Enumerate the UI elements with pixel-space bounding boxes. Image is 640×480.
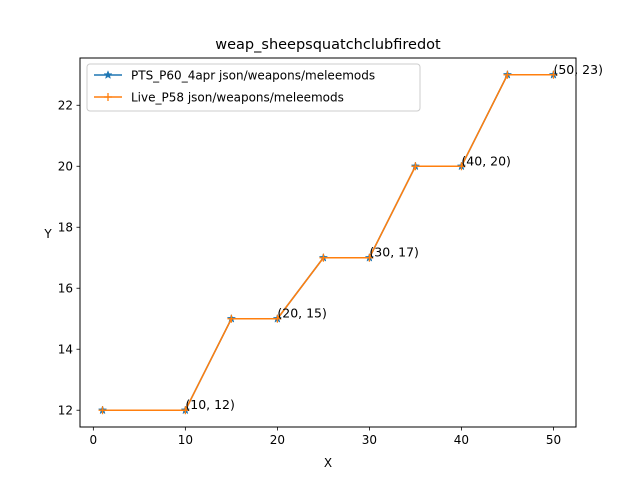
x-tick-label: 20 (270, 433, 285, 447)
series-line (102, 74, 554, 411)
data-point (549, 70, 558, 79)
data-point (503, 70, 512, 79)
x-tick-label: 40 (454, 433, 469, 447)
point-annotation: (50, 23) (553, 62, 603, 77)
annotations: (10, 12) (20, 15) (30, 17) (40, 20) (50, 23) (185, 62, 603, 412)
y-tick-label: 22 (58, 99, 73, 113)
series-1 (98, 70, 558, 415)
data-point (457, 162, 466, 171)
data-point (365, 253, 374, 262)
data-point (181, 406, 190, 415)
legend-marker (104, 93, 112, 101)
y-tick-label: 14 (58, 343, 73, 357)
chart-title: weap_sheepsquatchclubfiredot (215, 37, 441, 53)
point-annotation: (20, 15) (277, 306, 327, 321)
legend-plus-marker (104, 93, 112, 101)
x-tick-label: 30 (362, 433, 377, 447)
x-axis: 0 10 20 30 40 50 (90, 427, 561, 447)
y-axis: 12 14 16 18 20 22 (58, 99, 80, 418)
legend: PTS_P60_4apr json/weapons/meleemods Live… (86, 63, 421, 112)
data-point (319, 253, 328, 262)
x-tick-label: 10 (178, 433, 193, 447)
legend-star-marker (103, 70, 113, 79)
series-layer (97, 69, 559, 415)
legend-box (86, 63, 421, 112)
y-tick-label: 20 (58, 160, 73, 174)
legend-label-live: Live_P58 json/weapons/meleemods (131, 91, 344, 105)
axes-frame (79, 57, 577, 428)
data-point (227, 314, 236, 323)
y-tick-label: 18 (58, 221, 73, 235)
x-tick-label: 50 (546, 433, 561, 447)
series-line (102, 74, 554, 411)
data-point (98, 406, 107, 415)
legend-label-pts: PTS_P60_4apr json/weapons/meleemods (131, 69, 375, 83)
y-tick-label: 12 (58, 404, 73, 418)
x-axis-label: X (324, 456, 332, 470)
y-axis-label: Y (43, 227, 52, 241)
point-annotation: (30, 17) (369, 245, 419, 260)
point-annotation: (40, 20) (461, 153, 511, 168)
legend-marker (103, 70, 113, 79)
series-0 (97, 69, 559, 415)
y-tick-label: 16 (58, 282, 73, 296)
plot-area: (10, 12) (20, 15) (30, 17) (40, 20) (50, 23) (79, 57, 603, 428)
data-point (273, 314, 282, 323)
data-point (411, 162, 420, 171)
point-annotation: (10, 12) (185, 397, 235, 412)
x-tick-label: 0 (90, 433, 98, 447)
